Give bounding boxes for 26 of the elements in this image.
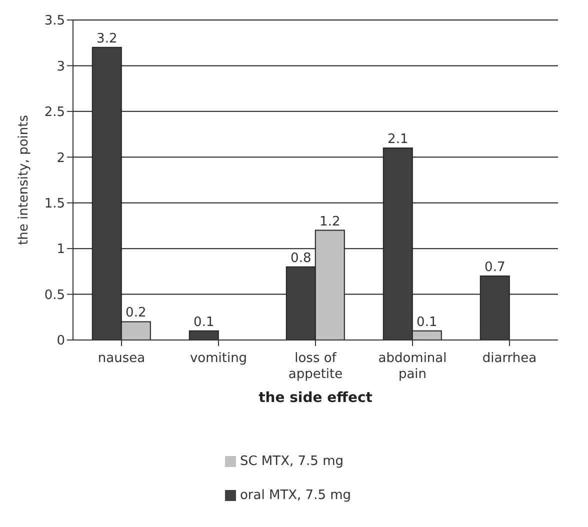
data-label: 0.1 [194, 314, 214, 330]
legend-label: SC MTX, 7.5 mg [240, 454, 344, 469]
y-tick-label: 3.5 [44, 14, 65, 29]
data-label: 3.2 [96, 31, 118, 46]
y-tick-label: 0 [56, 334, 65, 349]
data-label: 0.2 [126, 306, 146, 321]
data-label: 2.1 [388, 132, 408, 147]
x-axis-title: the side effect [258, 390, 373, 406]
y-axis-title: the intensity, points [16, 114, 32, 246]
x-tick-label: abdominal pain [378, 351, 447, 382]
legend-label: oral MTX, 7.5 mg [240, 488, 352, 503]
y-tick-label: 3 [56, 59, 65, 74]
data-label: 1.2 [320, 214, 340, 230]
y-tick-label: 0.5 [44, 288, 65, 303]
y-tick-label: 1 [56, 242, 65, 258]
data-label: 0.7 [484, 260, 506, 275]
y-tick-label: 1.5 [44, 196, 65, 212]
data-label: 0.8 [290, 250, 312, 266]
bar [188, 330, 219, 340]
data-label: 0.1 [416, 314, 438, 330]
x-tick-label: nausea [98, 351, 146, 366]
y-tick-label: 2 [56, 150, 65, 166]
x-tick-label: diarrhea [482, 351, 537, 366]
x-tick-label: vomiting [190, 351, 248, 366]
y-tick-label: 2.5 [44, 105, 65, 120]
x-tick-label: loss of appetite [288, 351, 343, 382]
